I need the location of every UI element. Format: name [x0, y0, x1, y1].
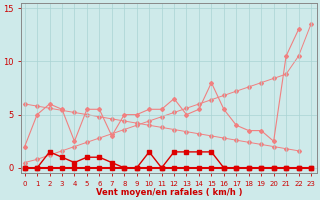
- X-axis label: Vent moyen/en rafales ( km/h ): Vent moyen/en rafales ( km/h ): [96, 188, 242, 197]
